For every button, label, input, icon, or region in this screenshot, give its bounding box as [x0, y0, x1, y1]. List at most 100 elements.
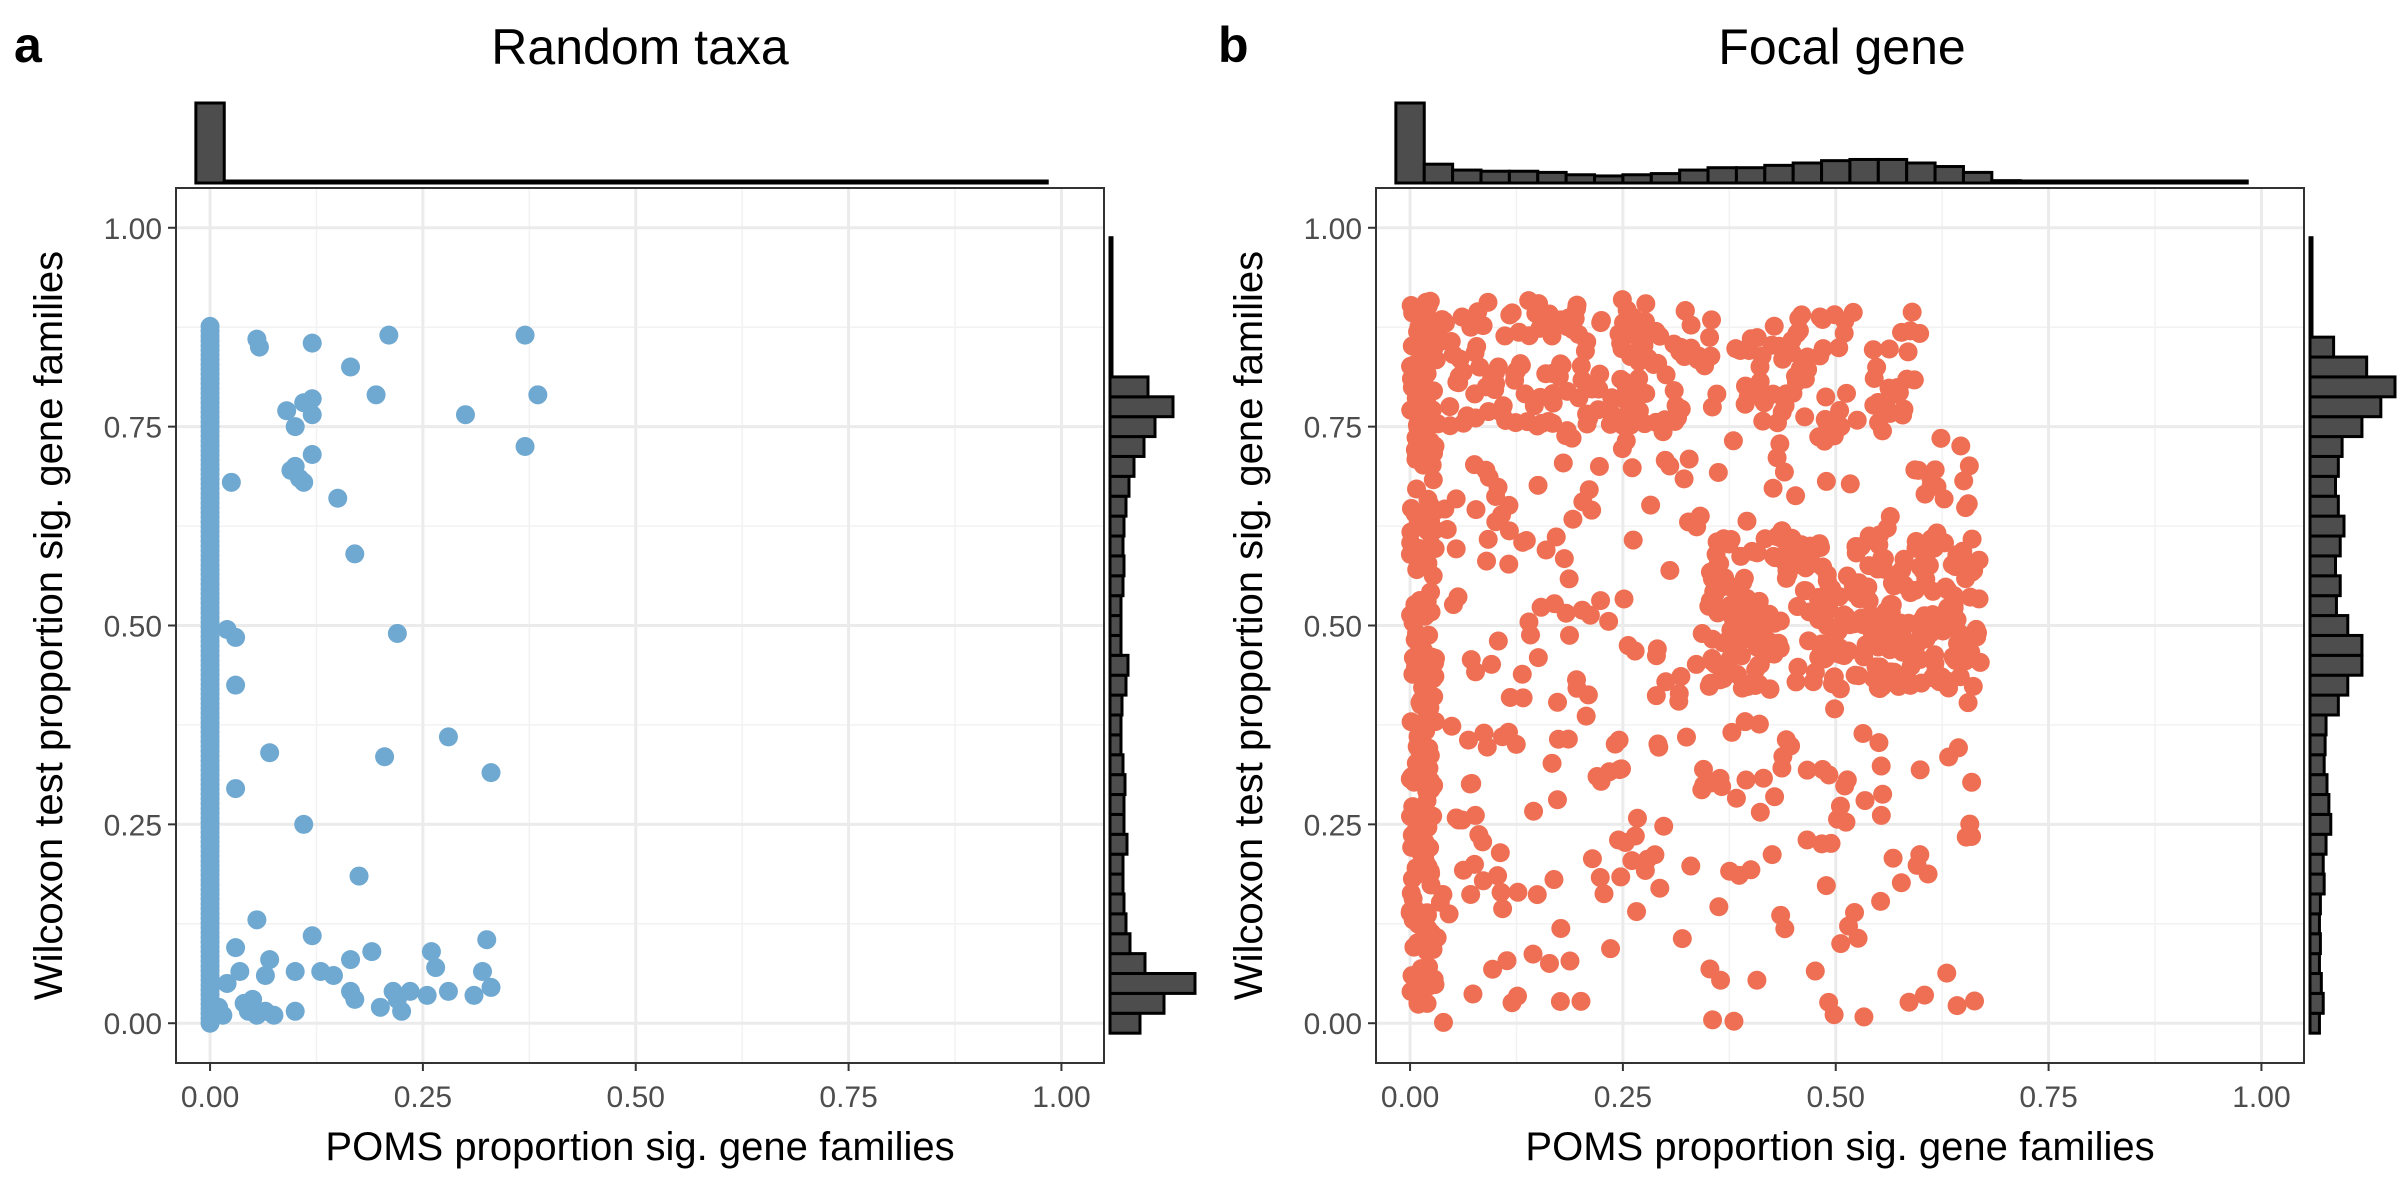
scatter-point: [1591, 311, 1611, 331]
scatter-point: [1571, 356, 1591, 376]
histogram-bar: [1108, 494, 1128, 518]
scatter-point: [1803, 672, 1823, 692]
scatter-point: [1825, 305, 1845, 325]
histogram-bar: [2308, 972, 2323, 995]
scatter-point: [1786, 672, 1806, 692]
panel-title: Random taxa: [491, 19, 789, 75]
scatter-point: [1579, 409, 1599, 429]
scatter-point: [1747, 970, 1767, 990]
histogram-bar: [2308, 534, 2342, 558]
scatter-point: [1531, 597, 1551, 617]
scatter-point: [1474, 723, 1494, 743]
histogram-bar: [591, 179, 624, 185]
histogram-bar: [676, 179, 709, 185]
scatter-point: [1557, 381, 1577, 401]
histogram-bar: [2308, 415, 2364, 439]
histogram-bar: [1108, 872, 1125, 896]
histogram-bar: [2217, 179, 2249, 185]
scatter-point: [1819, 992, 1839, 1012]
scatter-point: [1650, 326, 1670, 346]
histogram-bar: [1507, 169, 1540, 185]
plot-frame: [175, 187, 1105, 1064]
histogram-bar: [534, 179, 567, 185]
scatter-point: [1622, 851, 1642, 871]
scatter-point: [387, 623, 407, 643]
scatter-point: [1495, 326, 1515, 346]
scatter-point: [1834, 643, 1854, 663]
y-tick-label: 0.50: [104, 611, 162, 644]
scatter-point: [1835, 776, 1855, 796]
y-tick-label: 0.75: [104, 412, 162, 445]
histogram-bar: [1108, 633, 1123, 657]
scatter-point: [1458, 730, 1478, 750]
scatter-point: [515, 325, 535, 345]
scatter-point: [1547, 790, 1567, 810]
panel-b: b Focal gene 0.00 0.00 0.25 0.25 0.50 0.50 0.75 0…: [1218, 17, 2397, 1169]
scatter-point: [426, 958, 446, 978]
scatter-point: [1729, 609, 1749, 629]
scatter-point: [226, 938, 246, 958]
scatter-point: [1408, 933, 1428, 953]
scatter-point: [1671, 666, 1691, 686]
scatter-point: [324, 966, 344, 985]
scatter-point: [1419, 625, 1439, 645]
histogram-bar: [1108, 594, 1123, 618]
scatter-point: [341, 357, 361, 377]
scatter-point: [1600, 402, 1620, 422]
scatter-point: [1815, 431, 1835, 451]
histogram-bar: [2132, 179, 2164, 185]
histogram-bar: [1108, 415, 1157, 439]
scatter-point: [1400, 903, 1420, 923]
scatter-point: [1772, 402, 1792, 422]
scatter-point: [1542, 753, 1562, 773]
histogram-bar: [2160, 179, 2192, 185]
scatter-point: [1873, 784, 1893, 804]
x-tick-label: 0.00: [1381, 1081, 1439, 1114]
scatter-point: [255, 966, 275, 985]
scatter-point: [1915, 985, 1935, 1005]
scatter-point: [1937, 963, 1957, 983]
scatter-point: [1469, 825, 1489, 845]
x-tick-label: 0.25: [394, 1081, 452, 1114]
scatter-point: [1446, 489, 1466, 509]
histogram-bar: [2308, 693, 2340, 717]
histogram-bar: [1108, 574, 1125, 598]
scatter-point: [1750, 372, 1770, 392]
scatter-point: [1894, 549, 1914, 569]
histogram-bar: [2308, 315, 2314, 339]
scatter-point: [1493, 899, 1513, 919]
scatter-point: [1749, 655, 1769, 675]
scatter-point: [1828, 621, 1848, 641]
scatter-point: [1589, 379, 1609, 399]
scatter-point: [481, 763, 501, 783]
scatter-point: [226, 779, 246, 799]
scatter-point: [1741, 860, 1761, 880]
scatter-point: [1954, 549, 1974, 569]
scatter-point: [1947, 996, 1967, 1016]
scatter-point: [1428, 414, 1448, 434]
scatter-point: [1486, 512, 1506, 532]
scatter-point: [1846, 536, 1866, 556]
scatter-point: [1452, 810, 1472, 830]
scatter-point: [1490, 843, 1510, 863]
scatter-point: [1648, 353, 1668, 373]
scatter-point: [1726, 788, 1746, 808]
scatter-point: [1621, 347, 1641, 367]
scatter-point: [1735, 712, 1755, 732]
histogram-bar: [1108, 275, 1114, 299]
scatter-point: [1854, 1007, 1874, 1027]
scatter-point: [1571, 991, 1591, 1011]
scatter-point: [1805, 961, 1825, 981]
scatter-point: [1461, 650, 1481, 670]
scatter-point: [1713, 633, 1733, 653]
scatter-point: [1500, 687, 1520, 707]
scatter-point: [1664, 381, 1684, 401]
histogram-bar: [1017, 179, 1049, 185]
histogram-bar: [1108, 435, 1146, 458]
scatter-point: [1527, 885, 1547, 905]
scatter-point: [1610, 760, 1630, 780]
scatter-point: [1969, 550, 1989, 570]
histogram-bar: [1108, 793, 1126, 816]
scatter-point: [1401, 712, 1421, 732]
scatter-point: [345, 989, 365, 1009]
